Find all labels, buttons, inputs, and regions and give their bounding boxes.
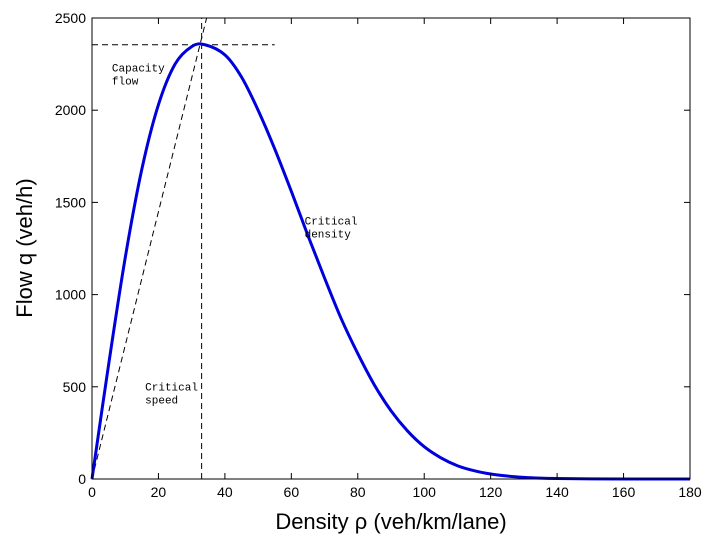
x-tick-label: 20	[151, 484, 167, 500]
x-tick-label: 60	[284, 484, 300, 500]
y-tick-label: 2500	[55, 10, 86, 26]
y-axis-title: Flow q (veh/h)	[12, 178, 37, 317]
x-tick-label: 120	[479, 484, 503, 500]
x-tick-label: 40	[217, 484, 233, 500]
y-tick-label: 0	[78, 471, 86, 487]
y-tick-label: 1000	[55, 287, 86, 303]
y-tick-label: 2000	[55, 102, 86, 118]
annotation-label: Critical speed	[145, 382, 198, 407]
x-tick-label: 80	[350, 484, 366, 500]
x-tick-label: 180	[678, 484, 702, 500]
x-tick-label: 140	[545, 484, 569, 500]
plot-frame	[91, 17, 691, 480]
flow-density-curve	[90, 42, 690, 481]
y-tick-label: 1500	[55, 194, 86, 210]
x-tick-label: 160	[612, 484, 636, 500]
x-axis-title: Density ρ (veh/km/lane)	[275, 509, 506, 534]
x-tick-label: 100	[413, 484, 437, 500]
x-tick-label: 0	[88, 484, 96, 500]
annotation-label: Capacity flow	[112, 63, 165, 88]
reference-line-ray	[91, 17, 208, 480]
y-tick-label: 500	[63, 379, 87, 395]
annotation-label: Critical density	[305, 217, 358, 242]
